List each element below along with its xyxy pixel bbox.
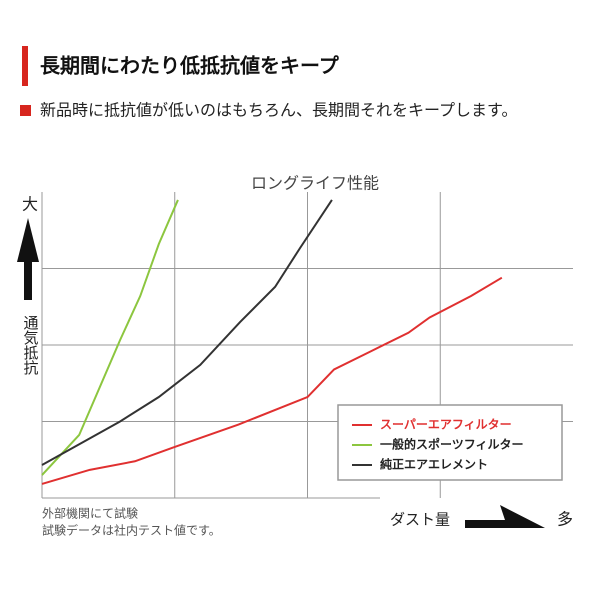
lead-text: 新品時に抵抗値が低いのはもちろん、長期間それをキープします。 [40,101,517,120]
y-label: 通気抵抗 [22,315,40,376]
x-label: ダスト量 [390,511,450,529]
legend-label: スーパーエアフィルター [380,418,512,432]
bullet [20,105,31,116]
legend-label: 一般的スポーツフィルター [380,437,524,452]
y-max-label: 大 [22,195,38,214]
x-arrow [465,505,545,528]
note: 試験データは社内テスト値です。 [42,523,221,538]
heading: 長期間にわたり低抵抗値をキープ [40,54,340,78]
series-line [41,199,333,466]
legend-box [337,404,563,481]
x-max-label: 多 [557,510,573,529]
series-line [41,199,179,476]
note: 外部機関にて試験 [42,506,138,521]
title-bar [22,46,28,86]
legend-label: 純正エアエレメント [380,457,488,472]
y-arrow [17,218,39,300]
series-line [41,276,503,485]
plot [41,192,573,498]
chart-title: ロングライフ性能 [251,174,379,193]
